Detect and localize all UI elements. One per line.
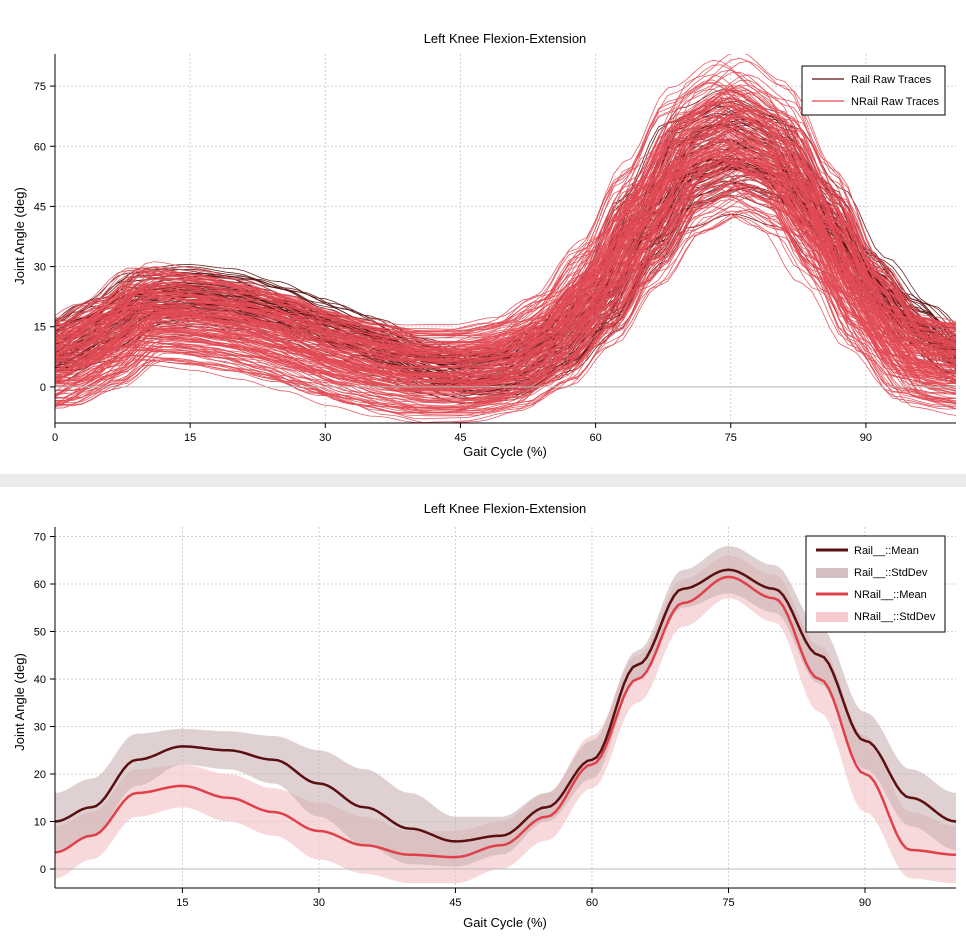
chart-title: Left Knee Flexion-Extension (424, 31, 587, 46)
nrail-raw-trace (55, 181, 956, 377)
legend-label-nrail-mean: NRail__::Mean (854, 589, 927, 601)
nrail-std-band (55, 555, 956, 884)
x-tick-label: 30 (319, 432, 331, 444)
rail-mean-line (54, 568, 957, 843)
nrail-raw-trace (55, 127, 956, 420)
y-tick-label: 75 (34, 81, 46, 93)
legend-label-rail-std: Rail__::StdDev (854, 567, 928, 579)
nrail-raw-trace (55, 179, 956, 387)
legend: Rail Raw Traces NRail Raw Traces (801, 65, 946, 116)
nrail-raw-trace (55, 59, 956, 340)
nrail-raw-trace (55, 114, 956, 352)
x-tick-label: 0 (52, 432, 58, 444)
nrail-raw-trace (55, 193, 956, 404)
legend-label-rail-mean: Rail__::Mean (854, 545, 919, 557)
x-tick-label: 75 (722, 897, 734, 909)
y-tick-label: 0 (40, 382, 46, 394)
nrail-raw-trace (55, 195, 956, 388)
legend: Rail__::Mean Rail__::StdDev NRail__::Mea… (805, 535, 946, 633)
axes (54, 54, 956, 424)
nrail-raw-trace (55, 108, 956, 368)
mean-std-panel: Left Knee Flexion-Extension 15 30 45 60 75 90… (0, 487, 966, 942)
nrail-raw-trace (55, 132, 956, 337)
nrail-raw-trace (55, 148, 956, 368)
raw-traces-chart: Left Knee Flexion-Extension 0 15 30 45 60 75 9… (12, 31, 956, 459)
mean-std-chart: Left Knee Flexion-Extension 15 30 45 60 75 90… (12, 501, 957, 930)
nrail-raw-trace (55, 153, 956, 387)
x-tick-label: 45 (454, 432, 466, 444)
x-tick-label: 60 (589, 432, 601, 444)
legend-swatch-rail-std (816, 568, 848, 578)
nrail-raw-trace (55, 140, 956, 383)
y-tick-label: 10 (34, 817, 46, 829)
std-band-layer (55, 546, 956, 884)
nrail-raw-trace (55, 149, 956, 384)
nrail-raw-trace (55, 155, 956, 363)
x-tick-label: 90 (859, 897, 871, 909)
y-tick-label: 40 (34, 674, 46, 686)
legend-swatch-nrail-std (816, 612, 848, 622)
nrail-raw-trace (55, 116, 956, 399)
x-tick-label: 30 (313, 897, 325, 909)
nrail-raw-trace (55, 128, 956, 391)
nrail-mean-line (54, 575, 957, 859)
nrail-raw-trace (55, 210, 956, 399)
y-tick-label: 30 (34, 722, 46, 734)
x-tick-label: 15 (184, 432, 196, 444)
nrail-raw-trace (55, 196, 956, 391)
y-tick-label: 20 (34, 769, 46, 781)
ticks: 0 15 30 45 60 75 90 0 15 30 45 60 75 (34, 81, 872, 444)
nrail-raw-trace (55, 159, 956, 367)
nrail-raw-trace (55, 199, 956, 417)
nrail-raw-trace (55, 148, 956, 376)
chart-title: Left Knee Flexion-Extension (424, 501, 587, 516)
y-tick-label: 50 (34, 627, 46, 639)
y-tick-label: 45 (34, 201, 46, 213)
nrail-raw-trace (55, 79, 956, 348)
y-axis-title: Joint Angle (deg) (12, 187, 27, 285)
y-tick-label: 60 (34, 141, 46, 153)
x-tick-label: 75 (725, 432, 737, 444)
y-tick-label: 60 (34, 579, 46, 591)
x-tick-label: 90 (860, 432, 872, 444)
nrail-raw-trace (55, 179, 956, 399)
x-tick-label: 45 (449, 897, 461, 909)
x-tick-label: 60 (586, 897, 598, 909)
mean-line-layer (54, 568, 957, 859)
nrail-raw-trace (55, 118, 956, 402)
y-tick-label: 15 (34, 322, 46, 334)
x-axis-title: Gait Cycle (%) (463, 444, 547, 459)
legend-label-nrail: NRail Raw Traces (851, 96, 940, 108)
nrail-raw-trace (55, 85, 956, 334)
nrail-raw-trace (55, 213, 956, 411)
y-axis-title: Joint Angle (deg) (12, 653, 27, 751)
raw-traces-panel: Left Knee Flexion-Extension 0 15 30 45 60 75 9… (0, 0, 966, 474)
nrail-raw-trace (55, 160, 956, 407)
nrail-raw-trace (55, 64, 956, 351)
nrail-raw-trace (55, 169, 956, 362)
legend-label-rail: Rail Raw Traces (851, 74, 932, 86)
y-tick-label: 30 (34, 262, 46, 274)
x-axis-title: Gait Cycle (%) (463, 915, 547, 930)
axes (54, 527, 956, 889)
nrail-raw-trace (55, 152, 956, 369)
y-tick-label: 0 (40, 864, 46, 876)
nrail-raw-trace (55, 187, 956, 407)
ticks: 15 30 45 60 75 90 0 10 20 30 40 50 60 70 (34, 532, 871, 910)
x-tick-label: 15 (176, 897, 188, 909)
nrail-raw-trace (55, 99, 956, 353)
nrail-raw-trace (55, 152, 956, 343)
legend-box (801, 65, 946, 116)
legend-label-nrail-std: NRail__::StdDev (854, 611, 936, 623)
nrail-raw-trace (55, 157, 956, 348)
y-tick-label: 70 (34, 532, 46, 544)
nrail-raw-trace (55, 112, 956, 387)
